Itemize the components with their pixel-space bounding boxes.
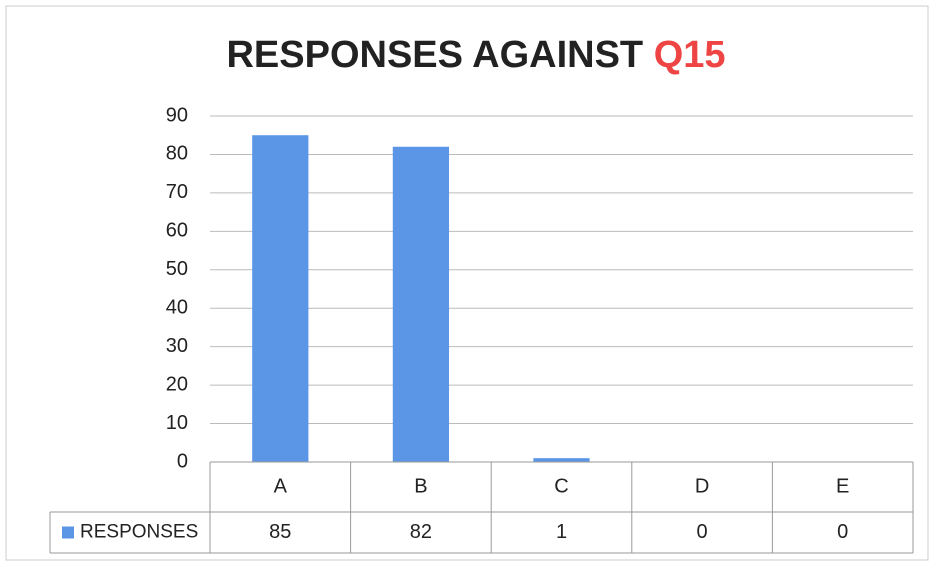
bar	[392, 146, 450, 462]
y-tick-label: 60	[166, 220, 188, 242]
y-tick-label: 50	[166, 258, 188, 280]
bar	[533, 458, 590, 462]
bar	[252, 135, 309, 462]
table-value: 1	[556, 521, 567, 543]
x-tick-label: B	[414, 475, 427, 497]
table-value: 0	[837, 521, 848, 543]
legend-label: RESPONSES	[80, 522, 198, 543]
y-tick-label: 20	[166, 373, 188, 395]
y-tick-label: 40	[166, 297, 188, 319]
x-tick-label: E	[836, 475, 849, 497]
table-value: 82	[410, 521, 432, 543]
chart-title: RESPONSES AGAINST Q15	[226, 34, 725, 76]
x-tick-label: A	[274, 475, 288, 497]
table-value: 0	[697, 521, 708, 543]
chart-frame	[5, 5, 929, 561]
y-tick-label: 0	[177, 450, 188, 472]
y-tick-label: 70	[166, 181, 188, 203]
y-tick-label: 90	[166, 104, 188, 126]
y-tick-label: 30	[166, 335, 188, 357]
table-value: 85	[269, 521, 291, 543]
title-highlight: Q15	[654, 34, 726, 76]
y-tick-label: 80	[166, 143, 188, 165]
x-tick-label: D	[695, 475, 709, 497]
x-tick-label: C	[554, 475, 568, 497]
legend-swatch	[62, 526, 74, 539]
y-tick-label: 10	[166, 412, 188, 434]
title-main: RESPONSES AGAINST	[226, 34, 643, 76]
